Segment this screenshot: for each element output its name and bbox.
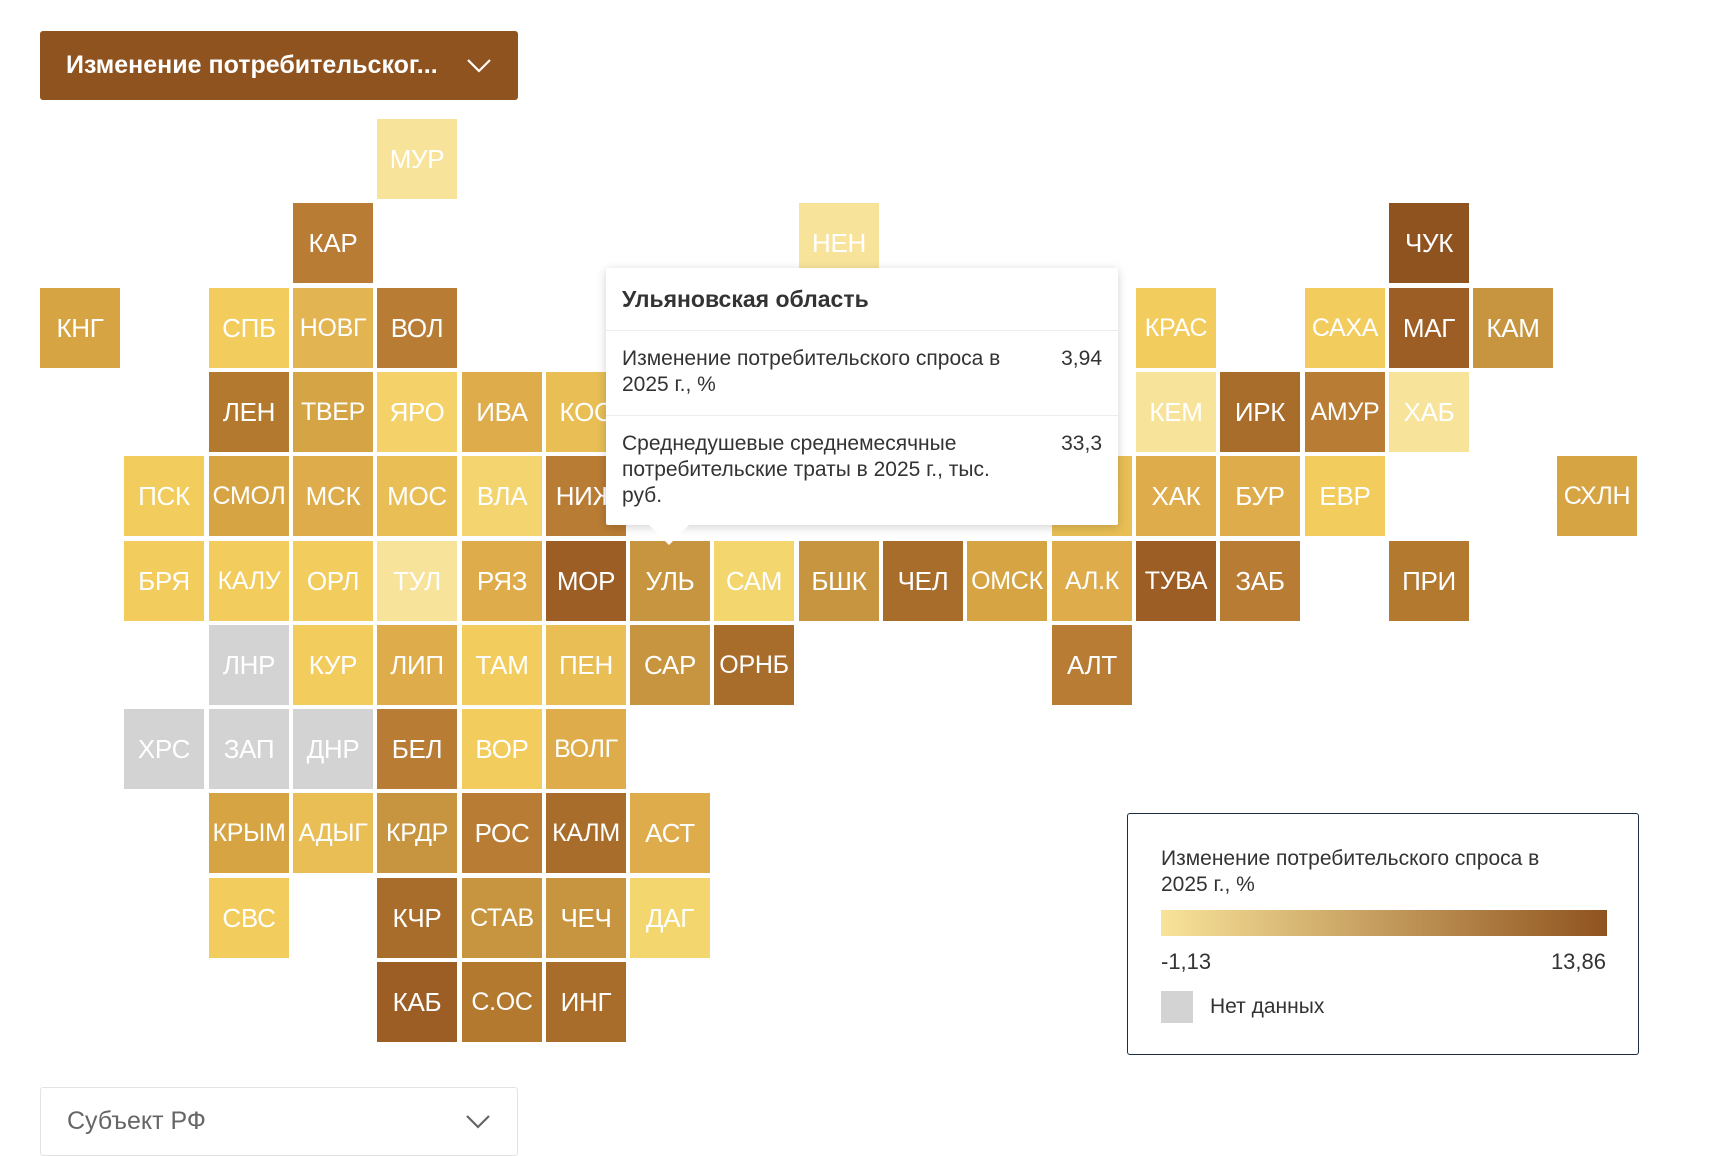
tooltip-row-spending: Среднедушевые среднемесячные потребитель… bbox=[606, 416, 1118, 509]
region-tile[interactable]: С.ОС bbox=[462, 962, 542, 1042]
region-tile-map: МУР КАР НЕН ЧУК КНГ СПБ НОВГ ВОЛ КРАС САХА МАГ КАМ Л… bbox=[40, 119, 1637, 1042]
region-tile[interactable]: ЯРО bbox=[377, 372, 457, 452]
region-tile[interactable]: МОР bbox=[546, 541, 626, 621]
region-tile[interactable]: ТВЕР bbox=[293, 372, 373, 452]
region-tile[interactable]: КАЛУ bbox=[209, 541, 289, 621]
region-tile[interactable]: СХЛН bbox=[1557, 456, 1637, 536]
region-tile[interactable]: САХА bbox=[1305, 288, 1385, 368]
region-tile[interactable]: ЛЕН bbox=[209, 372, 289, 452]
region-tile[interactable]: БУР bbox=[1220, 456, 1300, 536]
region-tile[interactable]: БЕЛ bbox=[377, 709, 457, 789]
region-tile[interactable]: ХАК bbox=[1136, 456, 1216, 536]
region-tile[interactable]: ЧЕЧ bbox=[546, 878, 626, 958]
region-tile[interactable]: АЛ.К bbox=[1052, 541, 1132, 621]
region-tile[interactable]: ПСК bbox=[124, 456, 204, 536]
region-tile[interactable]: МОС bbox=[377, 456, 457, 536]
tooltip-row-label: Изменение потребительского спроса в 2025… bbox=[622, 347, 1001, 396]
region-tile[interactable]: КРАС bbox=[1136, 288, 1216, 368]
region-tile[interactable]: КАМ bbox=[1473, 288, 1553, 368]
region-tile[interactable]: АСТ bbox=[630, 793, 710, 873]
region-tile[interactable]: ДАГ bbox=[630, 878, 710, 958]
region-tile[interactable]: ИРК bbox=[1220, 372, 1300, 452]
map-legend: Изменение потребительского спроса в 2025… bbox=[1127, 813, 1639, 1055]
region-tile[interactable]: МСК bbox=[293, 456, 373, 536]
region-tile[interactable]: ЧЕЛ bbox=[883, 541, 963, 621]
region-tile[interactable]: КУР bbox=[293, 625, 373, 705]
tooltip-pointer bbox=[649, 525, 689, 545]
region-tile[interactable]: ХРС bbox=[124, 709, 204, 789]
region-tile[interactable]: АДЫГ bbox=[293, 793, 373, 873]
region-tile[interactable]: ВОР bbox=[462, 709, 542, 789]
region-tile[interactable]: ПРИ bbox=[1389, 541, 1469, 621]
region-tile[interactable]: КРЫМ bbox=[209, 793, 289, 873]
region-tile[interactable]: УЛЬ bbox=[630, 541, 710, 621]
region-tile[interactable]: АМУР bbox=[1305, 372, 1385, 452]
region-tile[interactable]: ИВА bbox=[462, 372, 542, 452]
tooltip-row-value: 3,94 bbox=[1061, 347, 1102, 370]
region-tile[interactable]: ЗАП bbox=[209, 709, 289, 789]
subject-dropdown-label: Субъект РФ bbox=[67, 1107, 206, 1135]
region-tile[interactable]: ПЕН bbox=[546, 625, 626, 705]
region-tile[interactable]: СПБ bbox=[209, 288, 289, 368]
region-tile[interactable]: ДНР bbox=[293, 709, 373, 789]
region-tile[interactable]: КАБ bbox=[377, 962, 457, 1042]
region-tile[interactable]: ОМСК bbox=[967, 541, 1047, 621]
region-tile[interactable]: КНГ bbox=[40, 288, 120, 368]
tooltip-row-label: Среднедушевые среднемесячные потребитель… bbox=[622, 432, 990, 507]
chevron-down-icon bbox=[466, 1114, 490, 1129]
region-tile[interactable]: ВОЛ bbox=[377, 288, 457, 368]
region-tile[interactable]: САМ bbox=[714, 541, 794, 621]
region-tile[interactable]: ТАМ bbox=[462, 625, 542, 705]
region-tile[interactable]: КАР bbox=[293, 203, 373, 283]
region-tile[interactable]: БШК bbox=[799, 541, 879, 621]
region-tile[interactable]: ВЛА bbox=[462, 456, 542, 536]
region-tile[interactable]: СМОЛ bbox=[209, 456, 289, 536]
region-tile[interactable]: РОС bbox=[462, 793, 542, 873]
region-tile[interactable]: ВОЛГ bbox=[546, 709, 626, 789]
legend-title: Изменение потребительского спроса в 2025… bbox=[1161, 847, 1540, 896]
tooltip-row-value: 33,3 bbox=[1061, 432, 1102, 455]
region-tile[interactable]: ЗАБ bbox=[1220, 541, 1300, 621]
region-tile[interactable]: МУР bbox=[377, 119, 457, 199]
region-tile[interactable]: ХАБ bbox=[1389, 372, 1469, 452]
legend-color-scale bbox=[1161, 910, 1607, 936]
region-tile[interactable]: КРДР bbox=[377, 793, 457, 873]
region-tile[interactable]: КЧР bbox=[377, 878, 457, 958]
legend-no-data-swatch bbox=[1161, 991, 1193, 1023]
indicator-dropdown[interactable]: Изменение потребительског... bbox=[40, 31, 518, 100]
region-tile[interactable]: КЕМ bbox=[1136, 372, 1216, 452]
region-tile[interactable]: СВС bbox=[209, 878, 289, 958]
region-tile[interactable]: БРЯ bbox=[124, 541, 204, 621]
region-tile[interactable]: ОРЛ bbox=[293, 541, 373, 621]
region-tile[interactable]: ЕВР bbox=[1305, 456, 1385, 536]
region-tile[interactable]: ОРНБ bbox=[714, 625, 794, 705]
legend-max-value: 13,86 bbox=[1550, 949, 1606, 974]
region-tile[interactable]: АЛТ bbox=[1052, 625, 1132, 705]
region-tile[interactable]: ТУЛ bbox=[377, 541, 457, 621]
region-tooltip: Ульяновская область Изменение потребител… bbox=[606, 268, 1118, 545]
region-tile[interactable]: КАЛМ bbox=[546, 793, 626, 873]
region-tile[interactable]: РЯЗ bbox=[462, 541, 542, 621]
region-tile[interactable]: СТАВ bbox=[462, 878, 542, 958]
region-tile[interactable]: ЛНР bbox=[209, 625, 289, 705]
region-tile[interactable]: ЛИП bbox=[377, 625, 457, 705]
region-tile[interactable]: ИНГ bbox=[546, 962, 626, 1042]
tooltip-title: Ульяновская область bbox=[606, 268, 1118, 331]
tooltip-row-demand: Изменение потребительского спроса в 2025… bbox=[606, 331, 1118, 416]
legend-no-data-label: Нет данных bbox=[1210, 995, 1325, 1018]
subject-dropdown[interactable]: Субъект РФ bbox=[40, 1087, 518, 1156]
chevron-down-icon bbox=[467, 58, 491, 73]
region-tile[interactable]: МАГ bbox=[1389, 288, 1469, 368]
region-tile[interactable]: ТУВА bbox=[1136, 541, 1216, 621]
region-tile[interactable]: ЧУК bbox=[1389, 203, 1469, 283]
indicator-dropdown-label: Изменение потребительског... bbox=[66, 51, 438, 79]
region-tile[interactable]: НОВГ bbox=[293, 288, 373, 368]
region-tile[interactable]: САР bbox=[630, 625, 710, 705]
legend-min-value: -1,13 bbox=[1161, 949, 1212, 974]
